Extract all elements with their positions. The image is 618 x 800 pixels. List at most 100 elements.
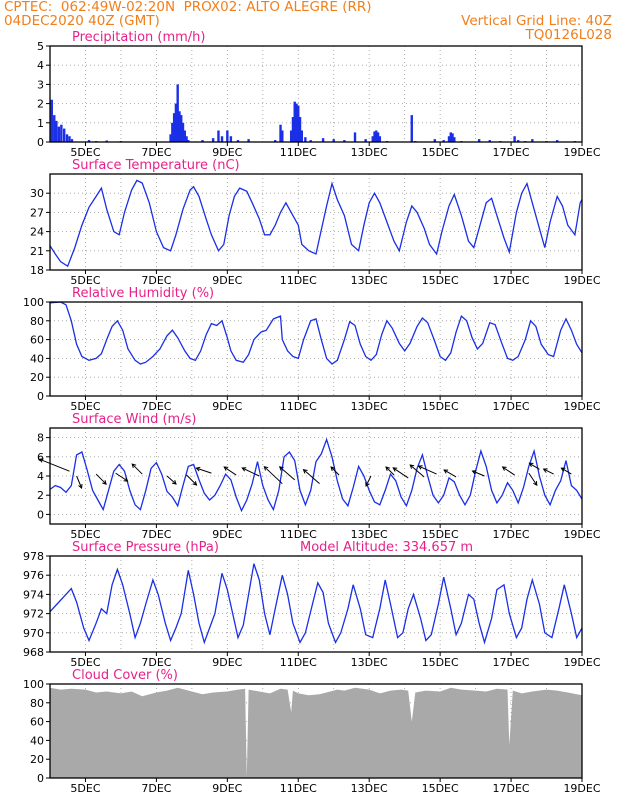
panel-4-wind-arrow: [95, 473, 107, 485]
panel-5-ytick-label: 970: [23, 627, 44, 640]
panel-4-xtick-label: 11DEC: [280, 528, 317, 541]
panel-6-ytick-label: 0: [37, 772, 44, 785]
panel-1-ytick-label: 1: [37, 117, 44, 130]
panel-1-bar: [477, 139, 481, 142]
panel-2-ytick-label: 30: [30, 187, 44, 200]
panel-4-wind-arrow: [330, 466, 340, 476]
panel-4-wind-arrowhead: [278, 466, 284, 471]
panel-4-wind-arrow: [223, 466, 237, 476]
panel-1-xtick-label: 15DEC: [422, 146, 459, 159]
panel-1-xtick-label: 5DEC: [70, 146, 100, 159]
panel-1-bar: [451, 133, 454, 142]
panel-4-wind-arrowhead: [443, 469, 449, 474]
panel-4-wind-arrow: [131, 463, 143, 475]
panel-3-ytick-label: 80: [30, 315, 44, 328]
panel-1-bar: [201, 140, 204, 142]
panel-6-xtick-label: 7DEC: [141, 782, 171, 795]
panel-1-bar: [378, 136, 382, 142]
panel-4-ytick-label: 8: [37, 432, 44, 445]
panel-4-wind-arrow: [279, 466, 296, 481]
panel-6-area: [50, 687, 582, 778]
panel-2-series-line: [49, 179, 583, 268]
panel-6-xtick-label: 19DEC: [563, 782, 600, 795]
panel-1-bar: [180, 115, 183, 142]
panel-1-bar: [375, 130, 378, 142]
panel-1-bar: [304, 137, 307, 142]
panel-4-wind-arrowhead: [171, 480, 177, 485]
panel-1-bar: [293, 101, 296, 142]
panel-1-bar: [185, 136, 188, 142]
panel-4-wind-arrow: [166, 475, 177, 485]
panel-4-wind-arrow: [39, 458, 70, 472]
panel-3-xtick-label: 7DEC: [141, 400, 171, 413]
panel-5-ytick-label: 968: [23, 646, 44, 659]
panel-5-annotation: Model Altitude: 334.657 m: [300, 540, 473, 555]
panel-1-bar: [229, 136, 233, 142]
header-grid-line: Vertical Grid Line: 40Z: [461, 13, 612, 29]
panel-1-bar: [376, 132, 380, 142]
panel-6-ytick-label: 40: [30, 734, 44, 747]
panel-2-xtick-label: 9DEC: [212, 274, 242, 287]
panel-4-xtick-label: 19DEC: [563, 528, 600, 541]
panel-4-wind-arrow: [263, 466, 283, 485]
panel-3-xtick-label: 17DEC: [493, 400, 530, 413]
panel-3-ytick-label: 40: [30, 352, 44, 365]
panel-1-bar: [279, 124, 282, 142]
panel-3-xtick-label: 11DEC: [280, 400, 317, 413]
panel-4-wind-arrowhead: [123, 477, 129, 482]
header-datetime: 04DEC2020 40Z (GMT): [4, 13, 160, 29]
panel-4-wind-arrowhead: [385, 466, 391, 472]
panel-5-xtick-label: 13DEC: [351, 656, 388, 669]
panel-1-bar: [371, 136, 374, 142]
panel-1-bar: [171, 122, 174, 142]
panel-1-bar: [291, 117, 295, 142]
panel-4-wind-arrow: [115, 472, 128, 482]
panel-4-wind-arrowhead: [330, 466, 336, 472]
panel-3-ytick-label: 0: [37, 390, 44, 403]
panel-1-bar: [50, 99, 53, 142]
panel-5-xtick-label: 5DEC: [70, 656, 100, 669]
panel-1-bar: [353, 132, 357, 142]
panel-4-wind-arrowhead: [528, 462, 534, 467]
panel-1-bar: [176, 84, 179, 142]
panel-4-wind-arrow: [543, 468, 554, 475]
panel-1-bar: [488, 140, 491, 142]
panel-1-bar: [309, 140, 312, 142]
panel-4-wind-arrowhead: [302, 469, 308, 474]
panel-3-ytick-label: 20: [30, 371, 44, 384]
panel-3-title: Relative Humidity (%): [72, 286, 214, 301]
panel-1-xtick-label: 19DEC: [563, 146, 600, 159]
panel-1-bar: [169, 134, 172, 142]
panel-4-title: Surface Wind (m/s): [72, 412, 196, 427]
panel-4-wind-arrowhead: [471, 470, 477, 475]
panel-4-wind-arrowhead: [263, 465, 269, 471]
panel-1-bar: [53, 115, 56, 142]
panel-4-ytick-label: 2: [37, 489, 44, 502]
panel-4-frame: [49, 427, 583, 525]
panel-4-xtick-label: 17DEC: [493, 528, 530, 541]
panel-1-bar: [300, 130, 304, 142]
panel-4-wind-arrow: [472, 470, 485, 477]
panel-2-title: Surface Temperature (nC): [72, 158, 240, 173]
panel-5-xtick-label: 9DEC: [212, 656, 242, 669]
panel-4-xtick-label: 9DEC: [212, 528, 242, 541]
panel-1-bar: [343, 140, 346, 142]
panel-4-wind-arrow: [242, 467, 260, 477]
panel-4-wind-arrowhead: [223, 466, 229, 471]
panel-1-title: Precipitation (mm/h): [72, 30, 205, 45]
panel-1-xtick-label: 7DEC: [141, 146, 171, 159]
panel-1-xtick-label: 13DEC: [351, 146, 388, 159]
panel-1-bar: [172, 113, 176, 142]
panel-6-xtick-label: 5DEC: [70, 782, 100, 795]
panel-4-wind-arrowhead: [560, 467, 566, 472]
panel-1-ytick-label: 4: [37, 59, 44, 72]
panel-2-xtick-label: 5DEC: [70, 274, 100, 287]
panel-6-xtick-label: 11DEC: [280, 782, 317, 795]
panel-1-bar: [453, 137, 456, 142]
panel-4-wind-arrow: [76, 475, 83, 489]
panel-4-wind-arrow: [186, 474, 197, 486]
panel-1-ytick-label: 3: [37, 78, 44, 91]
panel-4-wind-arrowhead: [102, 480, 107, 485]
panel-5-ytick-label: 972: [23, 608, 44, 621]
